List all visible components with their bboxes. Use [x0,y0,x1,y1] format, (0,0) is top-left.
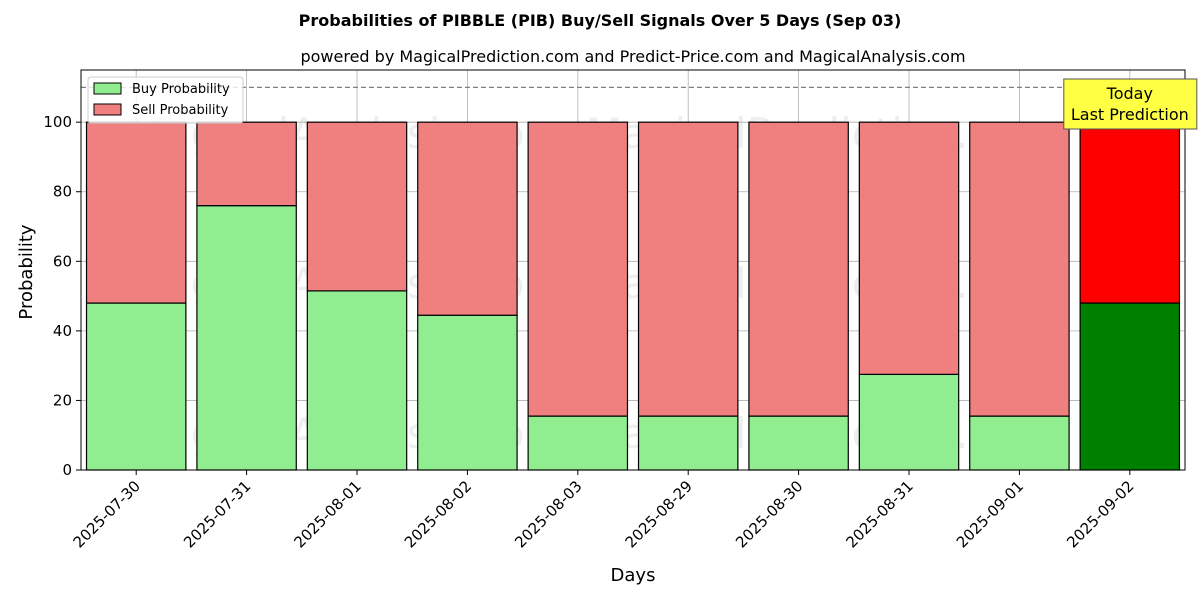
legend-label: Sell Probability [132,103,229,118]
sell-bar [85,121,187,304]
y-tick-label: 100 [43,113,72,131]
y-tick-label: 0 [62,461,72,479]
y-tick-label: 40 [53,322,72,340]
x-tick-label: 2025-08-30 [732,477,806,551]
sell-bar [196,121,297,207]
buy-bar [858,373,960,471]
x-tick-label: 2025-08-03 [511,477,585,551]
sell-bar [527,121,629,417]
sell-bar [748,121,849,417]
buy-bar [748,415,849,471]
bars [85,121,1181,471]
sell-bar [1079,121,1181,304]
sell-bar [637,121,739,417]
buy-bar [85,302,187,471]
y-tick-label: 20 [53,391,72,409]
chart-title: Probabilities of PIBBLE (PIB) Buy/Sell S… [299,11,902,30]
x-tick-label: 2025-07-30 [70,477,144,551]
y-tick-label: 60 [53,252,72,270]
x-tick-label: 2025-08-02 [401,477,475,551]
y-axis-label: Probability [16,224,37,319]
x-tick-label: 2025-08-01 [290,477,364,551]
y-tick-label: 80 [53,183,72,201]
sell-bar [306,121,408,292]
sell-bar [417,121,518,316]
annotation-line-1: Today [1106,84,1153,103]
legend-box [87,76,244,124]
annotation-line-2: Last Prediction [1071,105,1189,124]
buy-bar [306,290,408,471]
chart-subtitle: powered by MagicalPrediction.com and Pre… [300,47,965,66]
x-tick-label: 2025-09-02 [1063,477,1137,551]
buy-bar [527,415,629,471]
buy-bar [1079,302,1181,471]
sell-bar [858,121,960,375]
legend-swatch [93,82,122,95]
legend-swatch [93,103,122,116]
annotation-box [1063,78,1198,130]
x-axis-label: Days [611,565,656,586]
plot-frame [80,69,1186,471]
x-tick-label: 2025-08-29 [622,477,696,551]
x-tick-label: 2025-08-31 [842,477,916,551]
sell-bar [969,121,1070,417]
x-tick-label: 2025-09-01 [953,477,1027,551]
today-annotation: Today Last Prediction [1063,78,1198,130]
legend: Buy Probability Sell Probability [87,76,244,124]
buy-bar [969,415,1070,471]
buy-bar [196,205,297,471]
legend-label: Buy Probability [132,82,230,97]
buy-bar [637,415,739,471]
buy-bar [417,314,518,471]
x-tick-label: 2025-07-31 [180,477,254,551]
